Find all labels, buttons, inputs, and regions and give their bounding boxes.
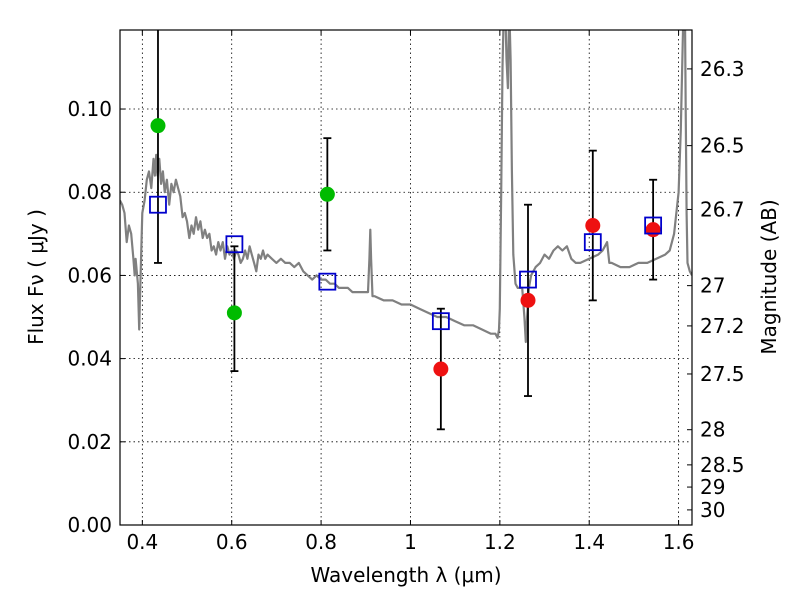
magnitude-tick-label: 28 <box>700 418 725 442</box>
y-tick-label: 0.00 <box>67 513 112 537</box>
photometry-point <box>433 361 449 377</box>
photometry-point <box>520 292 536 308</box>
x-tick-label: 1.6 <box>663 530 695 554</box>
x-tick-label: 1 <box>404 530 417 554</box>
magnitude-tick-label: 26.7 <box>700 197 745 221</box>
y-tick-label: 0.02 <box>67 430 112 454</box>
magnitude-tick-label: 27 <box>700 274 725 298</box>
x-tick-label: 0.6 <box>216 530 248 554</box>
y-tick-label: 0.10 <box>67 97 112 121</box>
model-flux-marker <box>149 195 167 214</box>
x-tick-label: 0.4 <box>126 530 158 554</box>
y-tick-label: 0.06 <box>67 263 112 287</box>
magnitude-axis-label: Magnitude (AB) <box>757 199 781 354</box>
photometry-point <box>150 118 166 134</box>
magnitude-tick-label: 26.3 <box>700 57 745 81</box>
magnitude-tick-label: 26.5 <box>700 134 745 158</box>
y-tick-label: 0.08 <box>67 180 112 204</box>
model-flux-marker <box>318 272 337 291</box>
model-spectrum-line <box>120 30 692 344</box>
y-axis-label: Flux Fν ( μJy ) <box>24 209 48 345</box>
x-tick-label: 0.8 <box>305 530 337 554</box>
model-flux-marker <box>225 235 244 254</box>
model-flux-marker <box>644 216 663 235</box>
y-tick-label: 0.04 <box>67 347 112 371</box>
x-axis-label: Wavelength λ (μm) <box>310 563 501 587</box>
axes: 0.4 0.6 0.8 1 1.2 1.4 1.6 0.00 0.02 0.04 0.06 0.08 0… <box>67 30 745 554</box>
x-tick-label: 1.2 <box>484 530 516 554</box>
model-flux-marker <box>431 312 450 331</box>
grid <box>120 30 692 526</box>
data-layer <box>120 30 692 431</box>
magnitude-tick-label: 28.5 <box>700 453 745 477</box>
magnitude-tick-label: 29 <box>700 475 725 499</box>
photometry-point <box>585 218 601 234</box>
model-flux-marker <box>583 233 602 252</box>
magnitude-tick-label: 27.5 <box>700 362 745 386</box>
photometry-point <box>319 186 335 202</box>
magnitude-tick-label: 30 <box>700 498 725 522</box>
model-flux-marker <box>519 270 537 289</box>
magnitude-tick-label: 27.2 <box>700 314 745 338</box>
plot-frame <box>119 29 693 526</box>
photometry-point <box>645 222 661 238</box>
photometry-point <box>226 305 242 321</box>
x-tick-label: 1.4 <box>573 530 605 554</box>
